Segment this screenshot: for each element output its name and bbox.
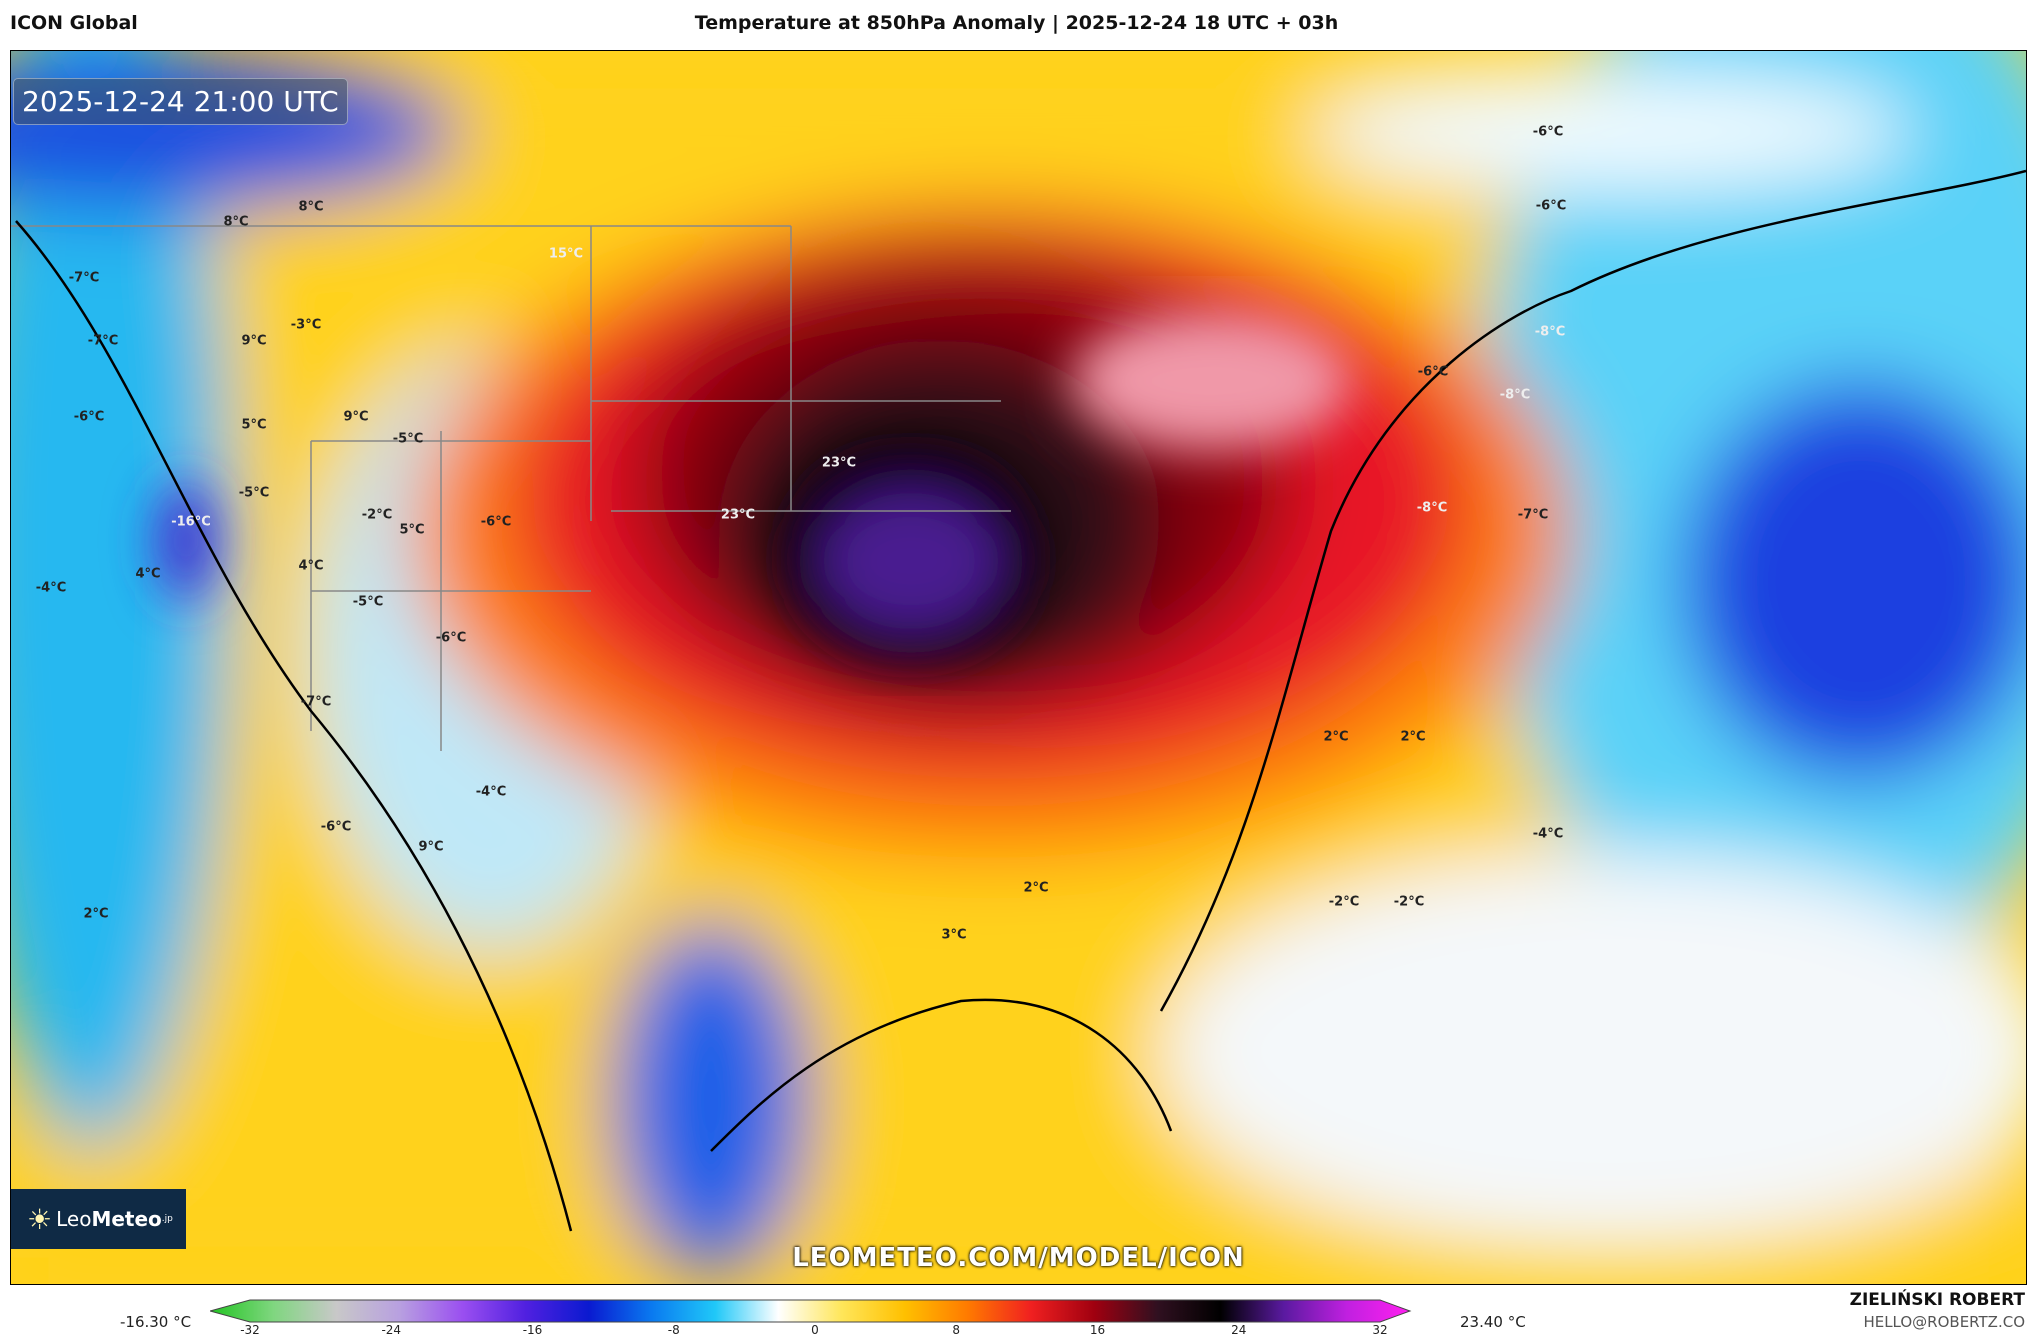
temperature-label: 2°C [1323,729,1349,745]
temperature-label: -2°C [361,507,393,523]
temperature-label: -2°C [1393,894,1425,910]
coastline [15,169,2026,1232]
temperature-label: 2°C [1023,880,1049,896]
colorbar-tick: -32 [240,1323,260,1337]
temperature-label: -16°C [171,514,211,530]
colorbar-tick: 24 [1231,1323,1247,1337]
temperature-label: -6°C [320,819,352,835]
logo-text-light: Leo [56,1207,92,1231]
temperature-label: -7°C [87,333,119,349]
colorbar-tick: -16 [522,1323,543,1337]
temperature-label: 5°C [399,522,425,538]
author-name: ZIELIŃSKI ROBERT [1849,1290,2025,1310]
state-borders [11,225,1011,751]
temperature-label: -5°C [392,431,424,447]
colorbar-tick: 32 [1372,1323,1388,1337]
temperature-label: -2°C [1328,894,1360,910]
colorbar-max-value: 23.40 °C [1460,1313,1526,1331]
colorbar-min-value: -16.30 °C [120,1313,192,1331]
author-email: HELLO@ROBERTZ.CO [1863,1313,2025,1331]
temperature-label: -5°C [352,594,384,610]
temperature-label: -7°C [68,270,100,286]
temperature-label: -6°C [1535,198,1567,214]
logo-suffix: .jp [161,1214,173,1224]
temperature-label: -8°C [1416,500,1448,516]
watermark-url: LEOMETEO.COM/MODEL/ICON [792,1243,1245,1273]
colorbar-tick: -24 [381,1323,402,1337]
logo-text-bold: Meteo [91,1207,162,1231]
temperature-label: 2°C [83,906,109,922]
colorbar-tick: 0 [811,1323,819,1337]
temperature-label: 8°C [223,214,249,230]
colorbar-tick: 8 [952,1323,961,1337]
colorbar [210,1299,1412,1323]
temperature-label: -5°C [238,485,270,501]
temperature-label: -8°C [1534,324,1566,340]
temperature-label: 9°C [241,333,267,349]
model-name: ICON Global [10,12,138,34]
sun-icon: ☀ [27,1202,53,1236]
colorbar-ramp [210,1299,1412,1323]
temperature-label: 15°C [548,246,584,262]
temperature-label: -7°C [300,694,332,710]
colorbar-tick: -8 [667,1323,680,1337]
temperature-label: 23°C [821,455,857,471]
temperature-label: 9°C [418,839,444,855]
temperature-label: -4°C [475,784,507,800]
valid-time-badge: 2025-12-24 21:00 UTC [13,78,348,125]
temperature-label: -6°C [73,409,105,425]
temperature-label: -6°C [1417,364,1449,380]
temperature-label: 5°C [241,417,267,433]
temperature-label: 3°C [941,927,967,943]
anomaly-field [11,51,2026,1284]
leometeo-logo: ☀ Leo Meteo .jp [11,1189,186,1249]
temperature-anomaly-map: 2025-12-24 21:00 UTC 8°C 8°C 15°C -7°C -7°C -… [10,50,2027,1285]
temperature-label: -6°C [435,630,467,646]
temperature-label: -4°C [35,580,67,596]
map-title: Temperature at 850hPa Anomaly | 2025-12-… [694,12,1339,34]
temperature-label: 2°C [1400,729,1426,745]
temperature-label: 8°C [298,199,324,215]
temperature-label: -3°C [290,317,322,333]
temperature-label: -7°C [1517,507,1549,523]
temperature-label: 23°C [720,507,756,523]
temperature-label: -4°C [1532,826,1564,842]
temperature-label: 9°C [343,409,369,425]
temperature-label: -6°C [1532,124,1564,140]
temperature-label: -8°C [1499,387,1531,403]
temperature-label: 4°C [135,566,161,582]
temperature-label: -6°C [480,514,512,530]
colorbar-tick: 16 [1089,1323,1106,1337]
temperature-label: 4°C [298,558,324,574]
